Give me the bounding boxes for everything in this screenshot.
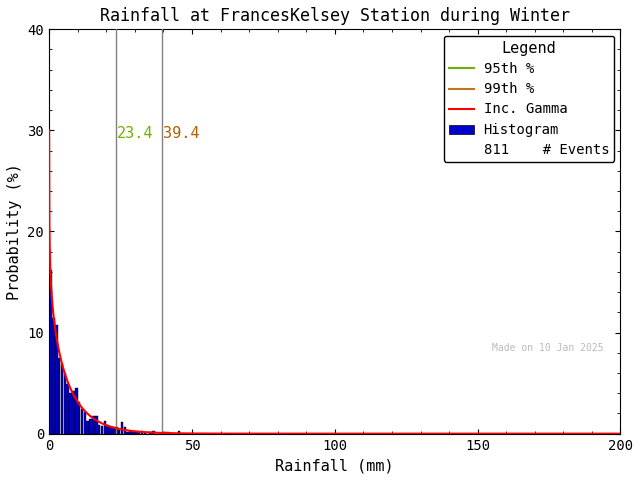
Bar (104, 421, 106, 433)
Bar (149, 432, 152, 433)
Text: 23.4: 23.4 (117, 126, 154, 142)
Inc. Gamma (495, 431, 503, 436)
Bar (121, 422, 124, 433)
Inc. Gamma (308, 431, 316, 436)
Inc. Gamma (600, 431, 607, 436)
Bar (98, 425, 100, 433)
Bar (72, 391, 75, 433)
Bar (95, 416, 97, 433)
Line: Inc. Gamma: Inc. Gamma (49, 131, 621, 433)
Text: Made on 10 Jan 2025: Made on 10 Jan 2025 (492, 343, 604, 353)
Bar (63, 372, 66, 433)
Bar (55, 325, 58, 433)
Bar (141, 431, 143, 433)
Text: 39.4: 39.4 (163, 126, 199, 142)
Bar (132, 432, 134, 433)
Bar (129, 431, 132, 433)
X-axis label: Rainfall (mm): Rainfall (mm) (275, 458, 394, 473)
Bar (92, 416, 95, 433)
Bar (124, 427, 126, 433)
Bar (89, 419, 92, 433)
Bar (61, 364, 63, 433)
Bar (58, 358, 60, 433)
Bar (118, 430, 120, 433)
Y-axis label: Probability (%): Probability (%) (7, 163, 22, 300)
Bar (112, 427, 115, 433)
Inc. Gamma (323, 431, 331, 436)
Bar (178, 431, 180, 433)
Inc. Gamma (74, 400, 82, 406)
Bar (115, 427, 118, 433)
Title: Rainfall at FrancesKelsey Station during Winter: Rainfall at FrancesKelsey Station during… (100, 7, 570, 25)
Legend: 95th %, 99th %, Inc. Gamma, Histogram, 811    # Events: 95th %, 99th %, Inc. Gamma, Histogram, 8… (444, 36, 614, 162)
Inc. Gamma (600, 431, 608, 436)
Bar (84, 412, 86, 433)
Bar (78, 402, 81, 433)
Bar (126, 432, 129, 433)
Bar (109, 427, 112, 433)
Bar (106, 425, 109, 433)
Bar (152, 431, 155, 433)
Bar (143, 432, 146, 433)
Bar (67, 384, 69, 433)
Bar (49, 270, 52, 433)
Bar (100, 426, 103, 433)
Bar (52, 318, 54, 433)
Inc. Gamma (617, 431, 625, 436)
Bar (75, 387, 77, 433)
Bar (164, 432, 166, 433)
Bar (86, 421, 89, 433)
Bar (135, 432, 138, 433)
Bar (166, 432, 169, 433)
Bar (69, 393, 72, 433)
Bar (138, 432, 140, 433)
Bar (81, 408, 83, 433)
Inc. Gamma (45, 128, 53, 133)
